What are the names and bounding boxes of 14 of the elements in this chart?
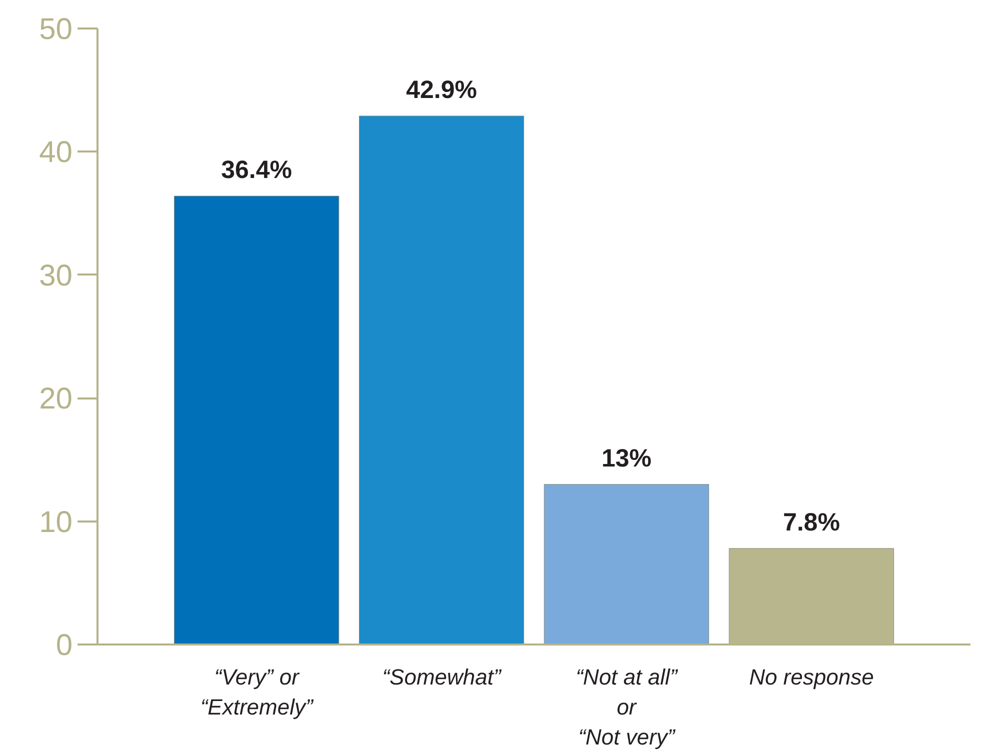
y-tick-label: 0 — [56, 629, 73, 662]
y-tick-label: 30 — [39, 259, 73, 292]
x-tick-label: “Very” or “Extremely” — [200, 664, 314, 720]
y-tick-label: 20 — [39, 382, 73, 416]
x-tick-label: “Not at all” or “Not very” — [576, 664, 679, 750]
x-tick-label: No response — [749, 664, 874, 690]
data-label: 7.8% — [782, 508, 840, 536]
x-tick-label: “Somewhat” — [382, 664, 502, 690]
y-tick-label: 50 — [39, 13, 73, 46]
y-tick-label: 10 — [39, 506, 73, 539]
data-label: 36.4% — [221, 156, 292, 184]
data-label: 42.9% — [406, 76, 477, 104]
y-tick-label: 40 — [39, 136, 73, 170]
data-label: 13% — [601, 444, 652, 472]
